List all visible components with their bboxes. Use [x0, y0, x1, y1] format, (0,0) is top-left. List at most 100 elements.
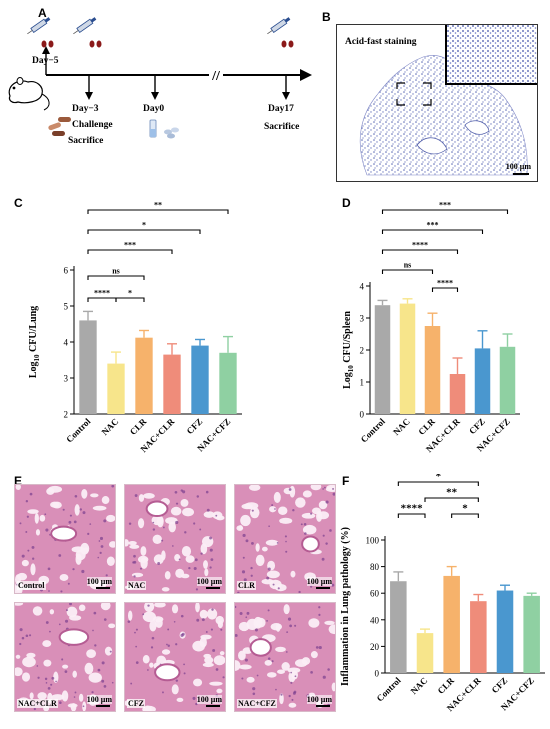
he-tile-clr: CLR 100 μm — [234, 484, 336, 594]
bar-nac — [399, 303, 416, 414]
he-scalebar — [96, 705, 110, 707]
he-tile-label: NAC+CLR — [17, 699, 58, 708]
significance-label: * — [128, 289, 132, 298]
acid-fast-scale-label: 100 μm — [505, 162, 531, 171]
he-scalebar — [96, 587, 110, 589]
he-tile-nac-cfz: NAC+CFZ 100 μm — [234, 602, 336, 712]
panel-label-e: E — [14, 474, 23, 488]
y-tick-label: 40 — [370, 615, 380, 625]
he-scale-label: 100 μm — [196, 695, 222, 704]
timeline-diagram: // — [8, 17, 312, 139]
significance-bracket — [397, 481, 479, 486]
panel-label-d: D — [342, 196, 351, 210]
he-tissue-texture — [125, 603, 225, 711]
x-tick-label: CLR — [416, 416, 437, 437]
significance-bracket — [115, 297, 145, 302]
he-scalebar — [316, 705, 330, 707]
y-tick-label: 6 — [64, 266, 69, 276]
panel-label-a: A — [38, 6, 47, 20]
panel-label-b: B — [322, 10, 331, 24]
significance-bracket — [397, 513, 426, 518]
blood-drop-icon — [89, 40, 102, 48]
timeline-break-mark: // — [211, 69, 221, 84]
mouse-icon — [8, 77, 50, 111]
he-tissue-texture — [15, 603, 115, 711]
significance-bracket — [381, 229, 484, 234]
y-tick-label: 2 — [360, 346, 365, 356]
x-tick-label: Control — [359, 416, 388, 445]
y-tick-label: 4 — [64, 338, 69, 348]
x-tick-label: CLR — [128, 416, 149, 437]
bar-nac — [107, 363, 125, 414]
x-tick-label: NAC — [100, 416, 121, 437]
significance-label: *** — [427, 221, 439, 230]
significance-label: * — [462, 503, 468, 515]
bar-control — [390, 581, 407, 673]
y-tick-label: 0 — [360, 410, 365, 420]
x-tick-label: CFZ — [185, 416, 205, 436]
bar-clr — [135, 337, 153, 414]
significance-bracket — [87, 209, 229, 214]
bar-nac — [416, 633, 434, 673]
x-tick-label: Control — [64, 416, 93, 445]
significance-bracket — [87, 249, 173, 254]
he-scale-label: 100 μm — [86, 695, 112, 704]
significance-label: ** — [446, 487, 458, 499]
x-tick-label: CFZ — [467, 416, 487, 436]
significance-bracket — [87, 297, 117, 302]
chart-f-inflammation: 0 20 40 60 80 100 Inflammation in Lung patholo… — [340, 474, 545, 713]
he-scalebar — [206, 587, 220, 589]
y-axis-label: Inflammation in Lung pathology (%) — [340, 527, 351, 686]
bar-cfz — [474, 348, 491, 414]
y-tick-label: 3 — [64, 374, 69, 384]
x-tick-label: NAC — [409, 675, 430, 696]
acid-fast-image: Acid-fast staining 100 μm — [336, 24, 538, 182]
x-tick-label: CLR — [436, 675, 457, 696]
he-tile-cfz: CFZ 100 μm — [124, 602, 226, 712]
capsule-icon — [48, 117, 71, 136]
he-tile-label: Control — [17, 581, 46, 590]
bar-clr — [424, 326, 441, 414]
day17-label: Day17 — [268, 104, 294, 114]
he-scalebar — [206, 705, 220, 707]
bar-nac-clr — [449, 374, 466, 414]
he-tissue-texture — [125, 485, 225, 593]
x-tick-label: CFZ — [490, 675, 510, 695]
he-scale-label: 100 μm — [306, 695, 332, 704]
acid-fast-scalebar — [513, 173, 529, 175]
significance-bracket — [381, 249, 459, 254]
day-3-challenge-label: Challenge — [72, 120, 113, 130]
x-tick-label: NAC — [391, 416, 412, 437]
y-tick-label: 4 — [360, 282, 365, 292]
y-tick-label: 1 — [360, 378, 365, 388]
significance-bracket — [424, 497, 479, 502]
he-tile-nac: NAC 100 μm — [124, 484, 226, 594]
significance-label: * — [142, 221, 146, 230]
acid-fast-title: Acid-fast staining — [345, 37, 417, 47]
bar-nac-clr — [470, 601, 487, 673]
he-tile-nac-clr: NAC+CLR 100 μm — [14, 602, 116, 712]
significance-label: *** — [439, 201, 451, 210]
he-tile-label: CLR — [237, 581, 256, 590]
day0-label: Day0 — [143, 104, 165, 114]
significance-label: **** — [437, 279, 453, 288]
significance-bracket — [87, 229, 201, 234]
day17-sacrifice-label: Sacrifice — [264, 122, 300, 132]
day-3-label: Day−3 — [72, 104, 99, 114]
syringe-icon — [267, 17, 291, 35]
day-5-label: Day−5 — [32, 56, 59, 66]
bar-control — [79, 320, 97, 414]
panel-label-c: C — [14, 196, 23, 210]
significance-label: ns — [112, 267, 120, 276]
significance-label: **** — [412, 241, 428, 250]
significance-label: **** — [94, 289, 110, 298]
bar-nac-clr — [163, 354, 181, 414]
y-axis-label: Log10 CFU/Spleen — [342, 311, 355, 389]
y-tick-label: 20 — [370, 642, 380, 652]
significance-bracket — [87, 275, 145, 280]
significance-label: ns — [404, 261, 412, 270]
blood-drop-icon — [281, 40, 294, 48]
day-3-sacrifice-label: Sacrifice — [68, 136, 104, 146]
